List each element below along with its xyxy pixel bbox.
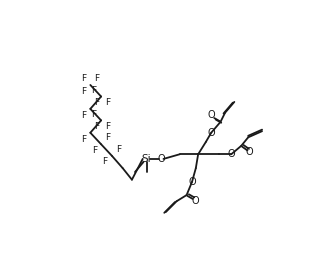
Text: F: F (81, 134, 86, 143)
Text: F: F (106, 98, 111, 107)
Text: F: F (81, 87, 86, 96)
Text: F: F (105, 133, 110, 142)
Text: F: F (106, 122, 111, 131)
Text: F: F (82, 74, 87, 83)
Text: O: O (188, 177, 196, 187)
Text: F: F (92, 110, 97, 119)
Text: O: O (207, 128, 215, 138)
Text: F: F (94, 122, 100, 131)
Text: F: F (116, 145, 121, 154)
Text: F: F (92, 86, 97, 95)
Text: O: O (157, 154, 165, 164)
Text: F: F (94, 74, 100, 83)
Text: F: F (94, 98, 100, 107)
Text: O: O (246, 147, 253, 157)
Text: F: F (102, 157, 107, 166)
Text: O: O (207, 110, 215, 120)
Text: O: O (191, 196, 199, 206)
Text: O: O (228, 149, 235, 159)
Text: F: F (92, 146, 97, 155)
Text: F: F (81, 111, 86, 120)
Text: Si: Si (141, 154, 151, 164)
